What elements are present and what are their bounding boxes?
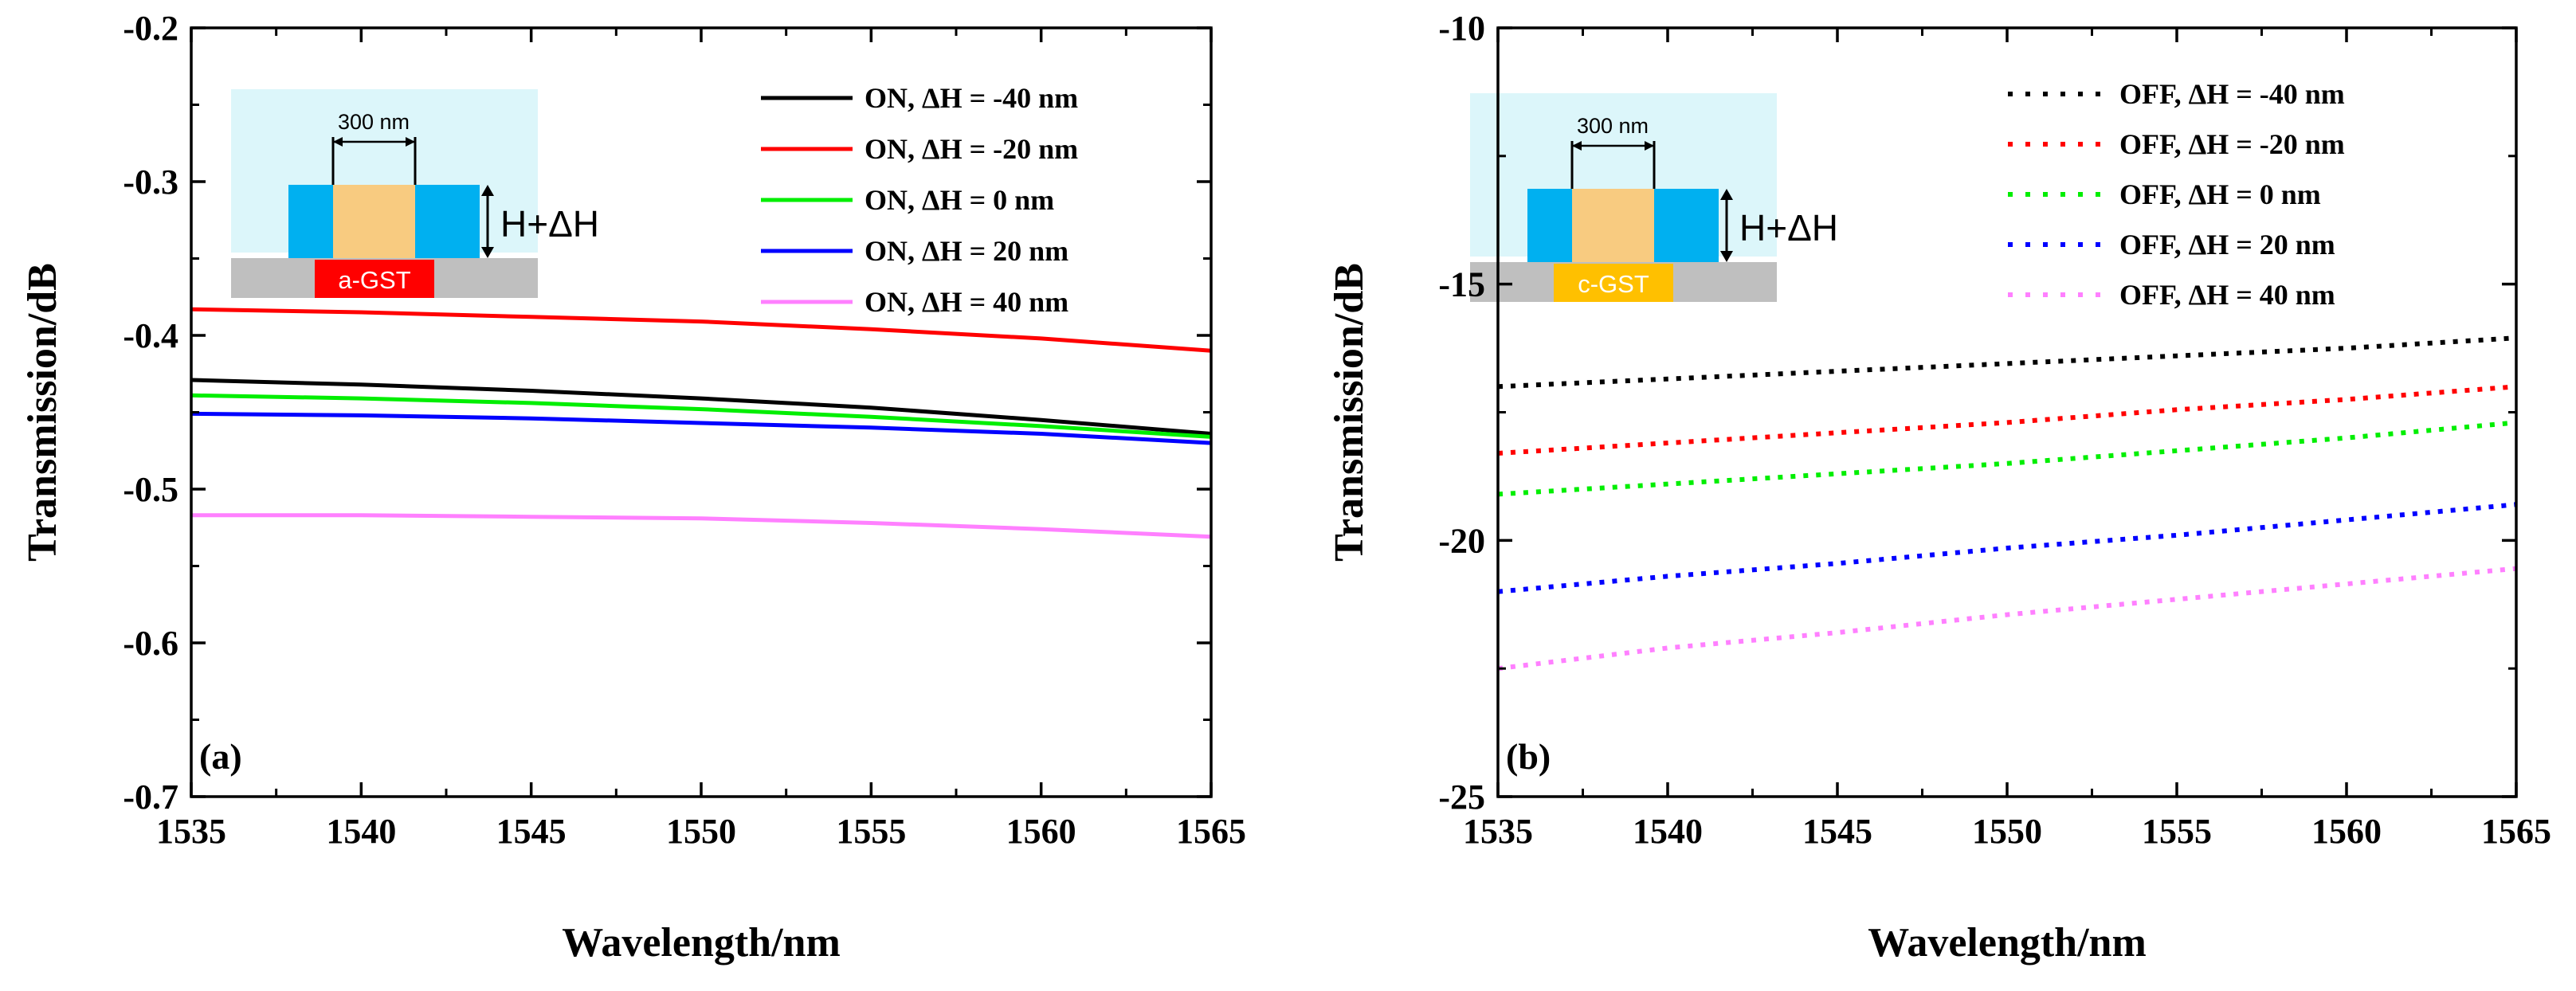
x-tick-label: 1535 [1463,812,1533,851]
inset-gst-core [1572,189,1654,262]
chart-panel-b: 300 nm H+ΔH c-GST 1535 1540 1545 1550 1555 1560 1… [1327,9,2551,966]
legend: ON, ΔH = -40 nm ON, ΔH = -20 nm ON, ΔH = 0… [761,82,1078,318]
y-tick-label: -0.2 [123,9,178,48]
x-axis-title: Wavelength/nm [562,920,841,966]
legend-label: ON, ΔH = -20 nm [865,133,1078,165]
series-line [1497,335,2517,390]
x-tick-label: 1555 [836,812,906,851]
x-tick-label: 1535 [156,812,226,851]
inset-height-label: H+ΔH [500,203,599,245]
inset-width-label: 300 nm [338,110,410,134]
x-tick-label: 1560 [2311,812,2382,851]
legend-label: OFF, ΔH = -40 nm [2119,78,2345,110]
x-tick-label: 1550 [1972,812,2042,851]
inset-gst-core [333,185,415,258]
legend-label: OFF, ΔH = 20 nm [2119,229,2335,260]
panel-label: (a) [199,736,242,777]
y-tick-label: -25 [1438,778,1485,817]
x-tick-label: 1565 [2481,812,2551,851]
x-tick-label: 1550 [666,812,736,851]
inset-height-label: H+ΔH [1739,207,1838,249]
inset-dim-arrowheads [333,137,415,147]
x-tick-label: 1565 [1176,812,1246,851]
y-tick-label: -10 [1438,9,1485,48]
x-tick-label: 1545 [1802,812,1872,851]
series-line [1497,384,2517,456]
series-line [1497,566,2517,672]
series-line [1497,420,2517,497]
x-tick-label: 1540 [326,812,396,851]
panel-label: (b) [1506,736,1551,777]
y-tick-label: -0.4 [123,316,178,355]
inset-width-label: 300 nm [1577,114,1649,138]
legend-label: OFF, ΔH = 0 nm [2119,178,2321,210]
x-tick-label: 1560 [1006,812,1076,851]
series-line [1497,502,2517,594]
inset-material-badge [315,260,434,298]
legend-label: ON, ΔH = 0 nm [865,184,1054,216]
legend-label: OFF, ΔH = 40 nm [2119,279,2335,311]
series-line [191,513,1212,539]
y-tick-label: -0.6 [123,624,178,663]
series-line [190,378,1212,436]
legend-label: ON, ΔH = 40 nm [865,286,1068,318]
x-tick-label: 1555 [2142,812,2212,851]
y-tick-label: -0.5 [123,470,178,509]
inset-dim-arrowheads [1572,141,1654,151]
series-line [190,393,1212,439]
x-tick-label: 1540 [1633,812,1703,851]
y-tick-label: -20 [1438,521,1485,560]
legend-label: ON, ΔH = -40 nm [865,82,1078,114]
x-axis-title: Wavelength/nm [1868,920,2147,966]
series-line [190,411,1212,445]
waveguide-inset: 300 nm H+ΔH c-GST [1470,93,1838,302]
waveguide-inset: 300 nm H+ΔH a-GST [231,89,599,298]
y-tick-label: -0.7 [123,778,178,817]
y-axis-title: Transmission/dB [1327,263,1372,562]
x-tick-label: 1545 [496,812,567,851]
y-tick-label: -0.3 [123,163,178,202]
inset-material-label: a-GST [338,266,410,294]
series-line [190,307,1212,353]
legend: OFF, ΔH = -40 nm OFF, ΔH = -20 nm OFF, ΔH … [2008,78,2345,311]
inset-material-badge [1554,264,1673,302]
chart-panel-a: 300 nm H+ΔH a-GST 1535 1540 1545 1550 1555 1560 1… [20,9,1246,966]
y-tick-label: -15 [1438,265,1485,304]
inset-material-label: c-GST [1578,270,1649,298]
legend-label: OFF, ΔH = -20 nm [2119,128,2345,160]
y-axis-title: Transmission/dB [20,263,65,562]
legend-label: ON, ΔH = 20 nm [865,235,1068,267]
